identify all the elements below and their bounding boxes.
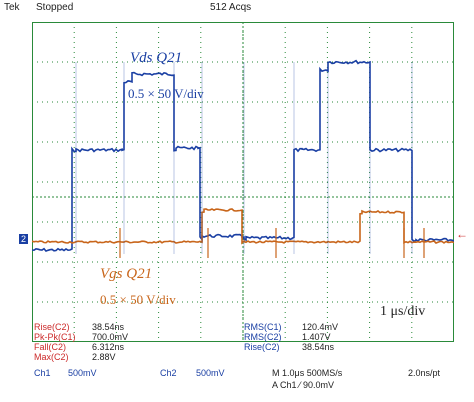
measurement-value: 38.54ns — [302, 342, 335, 352]
trigger-setting: A Ch1 ⁄ 90.0mV — [272, 380, 335, 390]
waveform-canvas — [32, 22, 454, 342]
ch2-scale: 500mV — [196, 368, 225, 378]
measurement-row: Pk-Pk(C1) 700.0mV — [34, 332, 128, 342]
measurement-value: 1.407V — [302, 332, 331, 342]
measurement-label: Pk-Pk(C1) — [34, 332, 76, 342]
brand-label: Tek — [4, 2, 20, 13]
measurement-row: RMS(C1) 120.4mV — [244, 322, 338, 332]
run-status: Stopped — [36, 2, 74, 13]
measurement-value: 2.88V — [92, 352, 116, 362]
sample-interval: 2.0ns/pt — [408, 368, 441, 378]
measurement-row: Rise(C2) 38.54ns — [34, 322, 124, 332]
measurement-row: RMS(C2) 1.407V — [244, 332, 331, 342]
time-per-div-label: 1 μs/div — [380, 304, 426, 319]
measurement-row: Max(C2) 2.88V — [34, 352, 116, 362]
vgs-label: Vgs Q21 — [100, 266, 153, 282]
measurement-label: Max(C2) — [34, 352, 69, 362]
oscilloscope-display: Vds Q21 0.5 × 50 V/div Vgs Q21 0.5 × 50 … — [32, 22, 454, 362]
trigger-arrow-icon: ← — [456, 227, 468, 241]
acquisition-count: 512 Acqs — [210, 2, 252, 13]
measurement-value: 120.4mV — [302, 322, 339, 332]
measurement-label: Rise(C2) — [244, 342, 280, 352]
timebase-label: M 1.0μs 500MS/s — [272, 368, 343, 378]
measurement-value: 6.312ns — [92, 342, 125, 352]
measurement-label: Fall(C2) — [34, 342, 67, 352]
footer-bar: Ch1 500mV Ch2 500mV M 1.0μs 500MS/s 2.0n… — [0, 362, 474, 402]
measurement-value: 700.0mV — [92, 332, 129, 342]
vds-scale: 0.5 × 50 V/div — [128, 86, 204, 101]
measurement-row: Rise(C2) 38.54ns — [244, 342, 334, 352]
ch2-ground-marker[interactable]: 2 — [19, 234, 29, 244]
ch2-label[interactable]: Ch2 — [160, 368, 177, 378]
vds-label: Vds Q21 — [130, 50, 183, 66]
measurement-value: 38.54ns — [92, 322, 125, 332]
ch1-scale: 500mV — [68, 368, 97, 378]
ch1-label[interactable]: Ch1 — [34, 368, 51, 378]
vgs-scale: 0.5 × 50 V/div — [100, 292, 176, 307]
measurement-label: RMS(C2) — [244, 332, 282, 342]
measurement-label: Rise(C2) — [34, 322, 70, 332]
status-bar: Tek Stopped 512 Acqs — [0, 0, 474, 22]
measurement-row: Fall(C2) 6.312ns — [34, 342, 124, 352]
measurement-label: RMS(C1) — [244, 322, 282, 332]
